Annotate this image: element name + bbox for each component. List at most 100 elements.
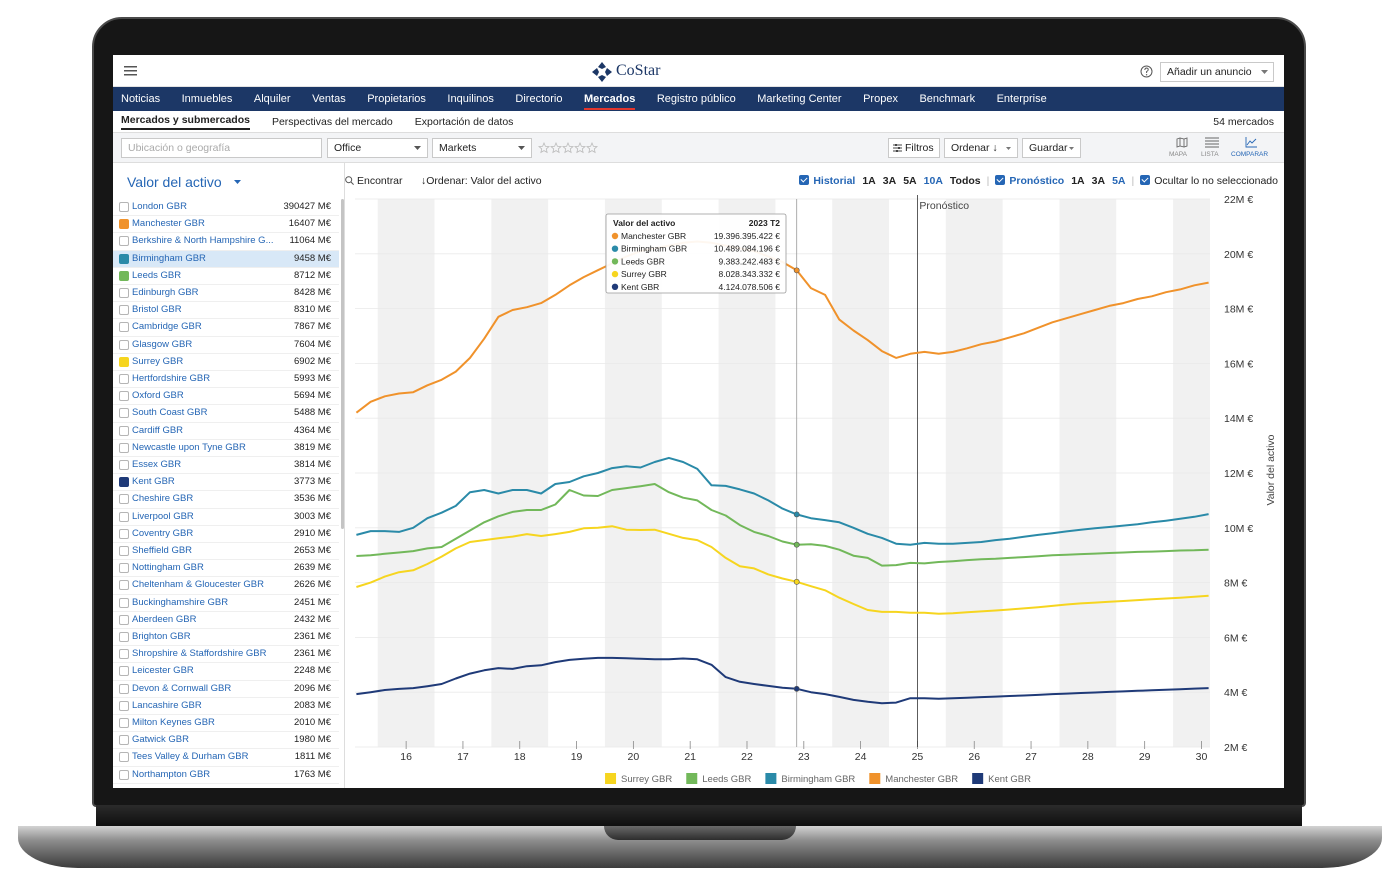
compare-icon[interactable] bbox=[1245, 137, 1257, 148]
menu-icon[interactable] bbox=[124, 66, 137, 76]
market-name[interactable]: Cheshire GBR bbox=[132, 493, 194, 505]
market-name[interactable]: Shropshire & Staffordshire GBR bbox=[132, 648, 267, 660]
market-row[interactable]: Berkshire & North Hampshire G... 11064 M€ bbox=[113, 233, 339, 251]
market-row[interactable]: Devon & Cornwall GBR 2096 M€ bbox=[113, 681, 339, 698]
row-checkbox[interactable] bbox=[119, 769, 129, 780]
market-row[interactable]: Lancashire GBR 2083 M€ bbox=[113, 698, 339, 715]
nav-item[interactable]: Propietarios bbox=[367, 93, 426, 105]
add-listing-button[interactable]: Añadir un anuncio bbox=[1160, 62, 1274, 82]
period-option[interactable]: 10A bbox=[923, 175, 943, 187]
market-row[interactable]: Nottingham GBR 2639 M€ bbox=[113, 560, 339, 578]
market-name[interactable]: Tees Valley & Durham GBR bbox=[132, 751, 249, 763]
market-row[interactable]: Oxford GBR 5694 M€ bbox=[113, 388, 339, 406]
geography-select[interactable]: Markets bbox=[432, 138, 532, 158]
market-name[interactable]: Kent GBR bbox=[132, 476, 175, 488]
row-checkbox[interactable] bbox=[119, 322, 129, 333]
market-name[interactable]: Northampton GBR bbox=[132, 768, 211, 780]
row-checkbox[interactable] bbox=[119, 236, 129, 247]
sub-tab[interactable]: Mercados y submercados bbox=[121, 114, 250, 130]
period-option[interactable]: 3A bbox=[882, 175, 897, 187]
metric-select[interactable]: Valor del activo bbox=[127, 174, 241, 190]
market-row[interactable]: South Coast GBR 5488 M€ bbox=[113, 405, 339, 423]
forecast-label[interactable]: Pronóstico bbox=[1009, 175, 1065, 187]
market-row[interactable]: Cambridge GBR 7867 M€ bbox=[113, 319, 339, 337]
row-checkbox[interactable] bbox=[119, 494, 129, 505]
period-option[interactable]: Todos bbox=[949, 175, 981, 187]
nav-item[interactable]: Directorio bbox=[515, 93, 563, 105]
market-name[interactable]: Glasgow GBR bbox=[132, 338, 193, 350]
market-name[interactable]: Devon & Cornwall GBR bbox=[132, 682, 232, 694]
row-checkbox[interactable] bbox=[119, 700, 129, 711]
market-row[interactable]: Kent GBR 3773 M€ bbox=[113, 474, 339, 492]
row-checkbox[interactable] bbox=[119, 718, 129, 728]
market-name[interactable]: Manchester GBR bbox=[132, 218, 205, 230]
filters-button[interactable]: Filtros bbox=[888, 138, 940, 158]
nav-item[interactable]: Alquiler bbox=[253, 93, 291, 105]
market-row[interactable]: Liverpool GBR 3003 M€ bbox=[113, 509, 339, 526]
market-row[interactable]: Coventry GBR 2910 M€ bbox=[113, 526, 339, 543]
row-checkbox[interactable] bbox=[119, 253, 129, 264]
market-name[interactable]: South Coast GBR bbox=[132, 407, 208, 419]
market-row[interactable]: Milton Keynes GBR 2010 M€ bbox=[113, 715, 339, 733]
market-name[interactable]: Lancashire GBR bbox=[132, 699, 202, 711]
row-checkbox[interactable] bbox=[119, 511, 129, 522]
market-name[interactable]: Liverpool GBR bbox=[132, 510, 194, 522]
nav-item[interactable]: Marketing Center bbox=[757, 93, 842, 105]
list-icon[interactable] bbox=[1205, 137, 1219, 148]
row-checkbox[interactable] bbox=[119, 477, 129, 488]
market-row[interactable]: Manchester GBR 16407 M€ bbox=[113, 216, 339, 234]
rating-stars[interactable] bbox=[538, 142, 602, 154]
row-checkbox[interactable] bbox=[119, 391, 129, 402]
view-label[interactable]: LISTA bbox=[1201, 151, 1219, 158]
market-row[interactable]: Surrey GBR 6902 M€ bbox=[113, 354, 339, 371]
help-icon[interactable] bbox=[1140, 65, 1153, 78]
row-checkbox[interactable] bbox=[119, 425, 129, 436]
market-row[interactable]: Leicester GBR 2248 M€ bbox=[113, 663, 339, 681]
market-row[interactable]: Shropshire & Staffordshire GBR 2361 M€ bbox=[113, 646, 339, 664]
save-button[interactable]: Guardar bbox=[1022, 138, 1081, 158]
market-row[interactable]: Newcastle upon Tyne GBR 3819 M€ bbox=[113, 440, 339, 457]
market-row[interactable]: Cheltenham & Gloucester GBR 2626 M€ bbox=[113, 577, 339, 595]
hide-unselected[interactable]: Ocultar lo no seleccionado bbox=[1154, 175, 1278, 187]
market-row[interactable]: Sheffield GBR 2653 M€ bbox=[113, 543, 339, 561]
market-row[interactable]: Hertfordshire GBR 5993 M€ bbox=[113, 371, 339, 389]
market-row[interactable]: Cheshire GBR 3536 M€ bbox=[113, 491, 339, 509]
row-checkbox[interactable] bbox=[119, 546, 129, 556]
market-name[interactable]: Nottingham GBR bbox=[132, 562, 204, 574]
market-name[interactable]: Coventry GBR bbox=[132, 527, 194, 539]
property-select[interactable]: Office bbox=[327, 138, 428, 158]
period-option[interactable]: 3A bbox=[1091, 175, 1106, 187]
row-checkbox[interactable] bbox=[119, 666, 129, 677]
market-name[interactable]: Leeds GBR bbox=[132, 269, 182, 281]
row-checkbox[interactable] bbox=[119, 649, 129, 660]
market-name[interactable]: Aberdeen GBR bbox=[132, 613, 197, 625]
sort-button[interactable]: Ordenar ↓ bbox=[944, 138, 1018, 158]
row-checkbox[interactable] bbox=[119, 752, 129, 763]
market-row[interactable]: Leeds GBR 8712 M€ bbox=[113, 268, 339, 285]
row-checkbox[interactable] bbox=[119, 563, 129, 574]
row-checkbox[interactable] bbox=[119, 339, 129, 350]
market-row[interactable]: Birmingham GBR 9458 M€ bbox=[113, 250, 339, 268]
row-checkbox[interactable] bbox=[119, 288, 129, 298]
market-row[interactable]: Essex GBR 3814 M€ bbox=[113, 457, 339, 475]
sub-tab[interactable]: Exportación de datos bbox=[414, 115, 514, 128]
row-checkbox[interactable] bbox=[119, 580, 129, 591]
nav-item[interactable]: Ventas bbox=[312, 93, 346, 105]
row-checkbox[interactable] bbox=[119, 632, 129, 642]
history-label[interactable]: Historial bbox=[813, 175, 856, 187]
row-checkbox[interactable] bbox=[119, 614, 129, 625]
nav-item[interactable]: Noticias bbox=[121, 93, 161, 105]
logo-text[interactable]: CoStar bbox=[616, 62, 661, 79]
row-checkbox[interactable] bbox=[119, 305, 129, 316]
nav-item[interactable]: Enterprise bbox=[996, 93, 1047, 105]
market-name[interactable]: Cheltenham & Gloucester GBR bbox=[132, 579, 265, 591]
view-label[interactable]: COMPARAR bbox=[1231, 151, 1269, 158]
sub-tab[interactable]: Perspectivas del mercado bbox=[271, 115, 393, 128]
market-row[interactable]: Brighton GBR 2361 M€ bbox=[113, 629, 339, 647]
market-name[interactable]: Gatwick GBR bbox=[132, 734, 190, 746]
market-name[interactable]: Cardiff GBR bbox=[132, 424, 184, 436]
row-checkbox[interactable] bbox=[119, 374, 129, 384]
row-checkbox[interactable] bbox=[119, 528, 129, 539]
nav-item[interactable]: Inquilinos bbox=[447, 93, 494, 105]
view-label[interactable]: MAPA bbox=[1169, 151, 1187, 158]
